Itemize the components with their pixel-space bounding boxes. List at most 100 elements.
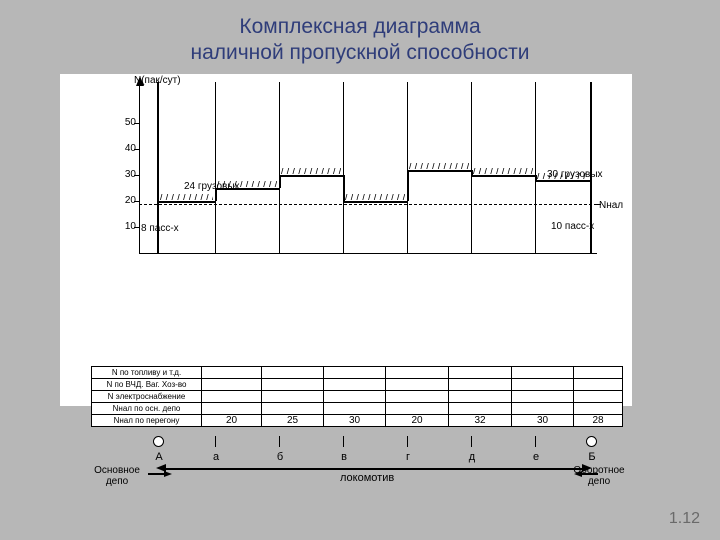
table-cell xyxy=(262,391,324,403)
table-cell xyxy=(449,391,512,403)
x-axis xyxy=(139,253,597,254)
table-cell xyxy=(202,391,262,403)
annotation-8-pass: 8 пасс-х xyxy=(141,223,179,234)
table-cell xyxy=(324,379,386,391)
depot-left-label: Основноедепо xyxy=(87,465,147,487)
station-label: д xyxy=(465,451,479,463)
table-cell xyxy=(324,391,386,403)
table-cell xyxy=(386,379,449,391)
table-cell xyxy=(262,379,324,391)
table-cell xyxy=(324,403,386,415)
table-cell: 30 xyxy=(512,415,574,427)
table-cell xyxy=(386,391,449,403)
depot-left-arrow-head xyxy=(164,471,172,477)
table-cell xyxy=(202,367,262,379)
table-cell xyxy=(324,367,386,379)
table-row: N электроснабжение xyxy=(92,391,623,403)
loco-arrow-right-head xyxy=(582,464,592,472)
station-label: б xyxy=(273,451,287,463)
table-cell xyxy=(262,403,324,415)
n-nal-reference-line xyxy=(139,204,597,205)
table-row-label: Nнал по осн. депо xyxy=(92,403,202,415)
table-cell xyxy=(512,367,574,379)
table-row: N по ВЧД. Ваг. Хоз-во xyxy=(92,379,623,391)
table-row-label: N электроснабжение xyxy=(92,391,202,403)
station-tick xyxy=(471,436,472,447)
depot-left-line2: депо xyxy=(87,476,147,487)
station-label: а xyxy=(209,451,223,463)
table-cell: 30 xyxy=(324,415,386,427)
table-cell: 25 xyxy=(262,415,324,427)
table-cell xyxy=(262,367,324,379)
station-label: е xyxy=(529,451,543,463)
table-row-label: N по топливу и т.д. xyxy=(92,367,202,379)
y-tick-label: 40 xyxy=(114,143,136,154)
station-tick xyxy=(535,436,536,447)
table-cell xyxy=(449,379,512,391)
station-label: Б xyxy=(585,451,599,463)
capacity-step-hatch xyxy=(160,194,213,202)
depot-left-line1: Основное xyxy=(87,465,147,476)
y-axis-arrowhead xyxy=(136,76,144,86)
table-cell xyxy=(449,403,512,415)
grid-vertical xyxy=(279,82,280,253)
y-tick xyxy=(134,149,139,150)
table-row: Nнал по перегону20253020323028 xyxy=(92,415,623,427)
y-tick-label: 20 xyxy=(114,195,136,206)
table-row-label: Nнал по перегону xyxy=(92,415,202,427)
grid-vertical xyxy=(343,82,344,253)
table-cell xyxy=(512,391,574,403)
y-tick-label: 30 xyxy=(114,169,136,180)
table-cell: 20 xyxy=(386,415,449,427)
annotation-30-freight: 30 грузовых xyxy=(547,169,603,180)
station-label: в xyxy=(337,451,351,463)
capacity-step-hatch xyxy=(409,163,469,171)
table-cell: 20 xyxy=(202,415,262,427)
table-cell: 32 xyxy=(449,415,512,427)
y-tick xyxy=(134,175,139,176)
capacity-table: N по топливу и т.д.N по ВЧД. Ваг. Хоз-во… xyxy=(91,366,623,427)
table-cell xyxy=(574,379,623,391)
station-tick xyxy=(407,436,408,447)
table-cell xyxy=(386,403,449,415)
locomotive-label: локомотив xyxy=(340,472,394,484)
y-tick xyxy=(134,123,139,124)
station-marker xyxy=(586,436,597,447)
y-tick-label: 50 xyxy=(114,117,136,128)
capacity-step-connector xyxy=(343,175,345,201)
capacity-step-connector xyxy=(407,170,409,201)
station-label: г xyxy=(401,451,415,463)
capacity-step-hatch xyxy=(345,194,405,202)
table-cell xyxy=(512,403,574,415)
table-cell xyxy=(574,367,623,379)
diagram-panel: N(пак/сут) N по топливу и т.д.N по ВЧД. … xyxy=(60,74,632,406)
capacity-step-hatch xyxy=(281,168,341,176)
capacity-step-connector xyxy=(279,175,281,188)
grid-vertical xyxy=(535,82,536,253)
y-tick xyxy=(134,227,139,228)
annotation-n-nal: Nнал xyxy=(599,200,623,211)
depot-right-arrow-line xyxy=(580,473,598,475)
annotation-24-freight: 24 грузовых xyxy=(184,181,240,192)
station-tick xyxy=(215,436,216,447)
y-tick xyxy=(134,201,139,202)
capacity-step-connector xyxy=(471,170,473,175)
table-row-label: N по ВЧД. Ваг. Хоз-во xyxy=(92,379,202,391)
station-label: А xyxy=(152,451,166,463)
table-cell xyxy=(386,367,449,379)
page-number: 1.12 xyxy=(669,510,700,528)
table-cell xyxy=(449,367,512,379)
page-title: Комплексная диаграмма наличной пропускно… xyxy=(0,14,720,67)
title-line-1: Комплексная диаграмма xyxy=(239,15,480,38)
depot-right-line2: депо xyxy=(567,476,631,487)
table-cell xyxy=(574,391,623,403)
y-axis xyxy=(139,82,140,253)
station-marker xyxy=(153,436,164,447)
table-cell xyxy=(574,403,623,415)
depot-right-arrow-head xyxy=(574,471,582,477)
grid-vertical xyxy=(215,82,216,253)
title-line-2: наличной пропускной способности xyxy=(190,41,529,64)
table-cell xyxy=(202,403,262,415)
table-cell xyxy=(512,379,574,391)
table-cell: 28 xyxy=(574,415,623,427)
